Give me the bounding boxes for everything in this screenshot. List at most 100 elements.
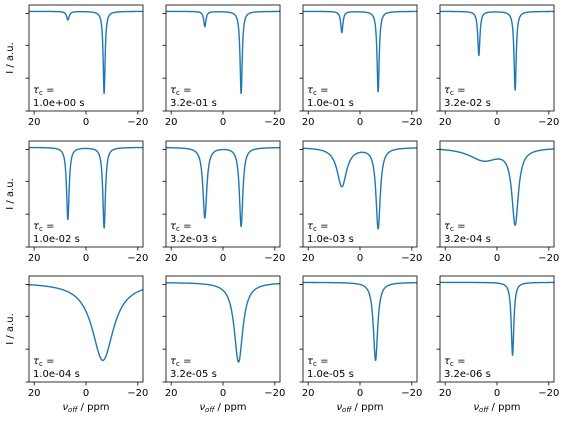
- x-tick-label: 0: [220, 388, 226, 399]
- x-label-unit: / ppm: [351, 402, 383, 413]
- tau-value: 3.2e-06 s: [444, 369, 491, 380]
- x-tick-label: 20: [439, 117, 452, 128]
- spectrum-line: [165, 10, 281, 95]
- tau-label: τc =: [170, 221, 191, 233]
- x-label-subscript: off: [68, 406, 78, 414]
- x-tick-label: 20: [28, 117, 41, 128]
- x-tick-label: −20: [264, 117, 285, 128]
- x-tick-label: 0: [357, 388, 363, 399]
- tau-label: τc =: [33, 356, 54, 368]
- tau-label: τc =: [307, 356, 328, 368]
- tau-subscript: c: [176, 360, 180, 368]
- spectrum-line: [28, 10, 144, 95]
- x-label-unit: / ppm: [77, 402, 109, 413]
- x-tick-label: 0: [494, 253, 500, 264]
- x-tick-label: −20: [264, 388, 285, 399]
- tau-label: τc =: [444, 356, 465, 368]
- tau-symbol: τ: [170, 85, 177, 96]
- tau-subscript: c: [450, 225, 454, 233]
- x-tick-label: −20: [127, 117, 148, 128]
- subplot-8: 20 0 −20 τc =3.2e-04 s: [436, 140, 559, 264]
- x-tick-label: −20: [127, 388, 148, 399]
- tau-value: 3.2e-02 s: [444, 98, 491, 109]
- tau-value: 1.0e-02 s: [33, 234, 80, 245]
- tau-label: τc =: [444, 221, 465, 233]
- tau-symbol: τ: [444, 356, 451, 367]
- x-tick-label: −20: [401, 253, 422, 264]
- x-tick-label: 0: [220, 117, 226, 128]
- x-label-subscript: off: [205, 406, 215, 414]
- x-tick-label: 20: [28, 388, 41, 399]
- spectrum-line: [165, 282, 281, 363]
- tau-label: τc =: [33, 85, 54, 97]
- x-tick-label: −20: [401, 388, 422, 399]
- y-axis-label: I / a.u.: [5, 42, 16, 74]
- x-tick-label: 20: [165, 388, 178, 399]
- x-tick-label: −20: [401, 117, 422, 128]
- tau-equals: =: [180, 85, 192, 96]
- x-tick-label: −20: [538, 253, 559, 264]
- tau-equals: =: [43, 356, 55, 367]
- tau-value: 3.2e-03 s: [170, 234, 217, 245]
- tau-symbol: τ: [444, 85, 451, 96]
- y-axis-label: I / a.u.: [5, 178, 16, 210]
- tau-label: τc =: [444, 85, 465, 97]
- tau-subscript: c: [450, 89, 454, 97]
- tau-symbol: τ: [307, 85, 314, 96]
- spectrum-line: [302, 147, 418, 230]
- x-tick-label: 0: [220, 253, 226, 264]
- tau-equals: =: [317, 85, 329, 96]
- x-label-symbol: ν: [336, 402, 342, 413]
- subplot-11: 20 0 −20 τc =1.0e-05 s νoff / ppm: [299, 275, 422, 414]
- x-tick-label: −20: [264, 253, 285, 264]
- x-tick-label: 20: [439, 253, 452, 264]
- x-tick-label: −20: [538, 117, 559, 128]
- x-tick-label: 20: [302, 117, 315, 128]
- tau-equals: =: [180, 356, 192, 367]
- tau-label: τc =: [307, 85, 328, 97]
- x-tick-label: 0: [83, 253, 89, 264]
- tau-symbol: τ: [307, 221, 314, 232]
- tau-value: 1.0e+00 s: [33, 98, 85, 109]
- tau-equals: =: [454, 356, 466, 367]
- spectrum-line: [439, 148, 555, 226]
- x-tick-label: 20: [28, 253, 41, 264]
- tau-symbol: τ: [33, 221, 40, 232]
- x-axis-label: νoff / ppm: [336, 402, 383, 414]
- x-tick-label: 0: [494, 117, 500, 128]
- tau-value: 3.2e-01 s: [170, 98, 217, 109]
- spectrum-line: [28, 283, 144, 362]
- tau-value: 1.0e-05 s: [307, 369, 354, 380]
- tau-subscript: c: [39, 89, 43, 97]
- tau-equals: =: [454, 85, 466, 96]
- tau-subscript: c: [450, 360, 454, 368]
- tau-equals: =: [43, 85, 55, 96]
- tau-value: 1.0e-04 s: [33, 369, 80, 380]
- tau-subscript: c: [39, 360, 43, 368]
- tau-value: 3.2e-04 s: [444, 234, 491, 245]
- x-tick-label: 20: [165, 253, 178, 264]
- tau-equals: =: [180, 221, 192, 232]
- x-tick-label: 20: [302, 388, 315, 399]
- tau-symbol: τ: [307, 356, 314, 367]
- tau-value: 1.0e-01 s: [307, 98, 354, 109]
- x-tick-label: 20: [439, 388, 452, 399]
- tau-subscript: c: [176, 225, 180, 233]
- x-tick-label: 20: [302, 253, 315, 264]
- x-tick-label: 0: [357, 253, 363, 264]
- tau-label: τc =: [170, 356, 191, 368]
- tau-equals: =: [454, 221, 466, 232]
- tau-subscript: c: [176, 89, 180, 97]
- tau-subscript: c: [313, 89, 317, 97]
- x-axis-label: νoff / ppm: [199, 402, 246, 414]
- x-axis-label: νoff / ppm: [473, 402, 520, 414]
- tau-symbol: τ: [33, 85, 40, 96]
